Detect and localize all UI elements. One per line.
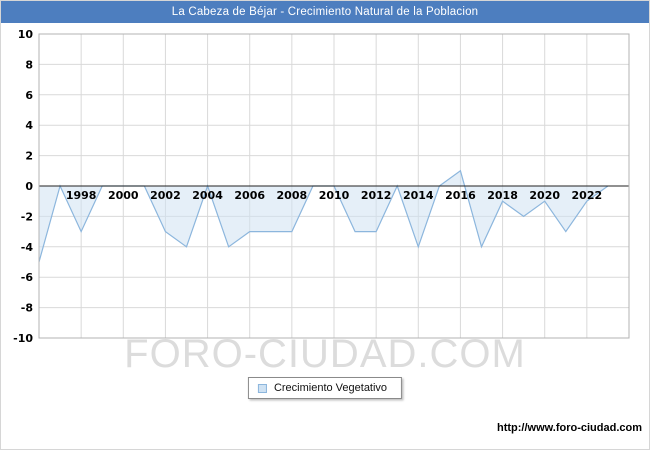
svg-text:-6: -6 [21,271,34,284]
svg-text:2022: 2022 [572,189,603,202]
svg-text:2014: 2014 [403,189,434,202]
footer-url-link[interactable]: http://www.foro-ciudad.com [496,422,642,434]
svg-text:2004: 2004 [192,189,223,202]
svg-text:8: 8 [25,58,33,71]
chart-title: La Cabeza de Béjar - Crecimiento Natural… [171,6,479,18]
svg-text:2016: 2016 [445,189,476,202]
svg-text:-4: -4 [21,241,34,254]
svg-text:2006: 2006 [234,189,265,202]
legend-box: Crecimiento Vegetativo [247,377,403,399]
svg-text:2020: 2020 [529,189,560,202]
svg-text:2018: 2018 [487,189,518,202]
legend-label: Crecimiento Vegetativo [273,382,388,394]
svg-text:0: 0 [25,180,33,193]
svg-text:2008: 2008 [277,189,308,202]
svg-text:4: 4 [25,119,33,132]
legend-swatch-icon [257,383,267,393]
watermark-text: FORO-CIUDAD.COM [124,332,526,376]
svg-text:2010: 2010 [319,189,350,202]
svg-text:10: 10 [18,28,34,41]
svg-text:-8: -8 [21,302,33,315]
svg-text:2: 2 [25,150,33,163]
svg-text:1998: 1998 [66,189,97,202]
svg-text:2000: 2000 [108,189,139,202]
svg-text:2012: 2012 [361,189,392,202]
svg-text:-2: -2 [21,210,33,223]
chart-title-bar: La Cabeza de Béjar - Crecimiento Natural… [1,1,649,23]
svg-text:2002: 2002 [150,189,181,202]
svg-text:6: 6 [25,89,33,102]
